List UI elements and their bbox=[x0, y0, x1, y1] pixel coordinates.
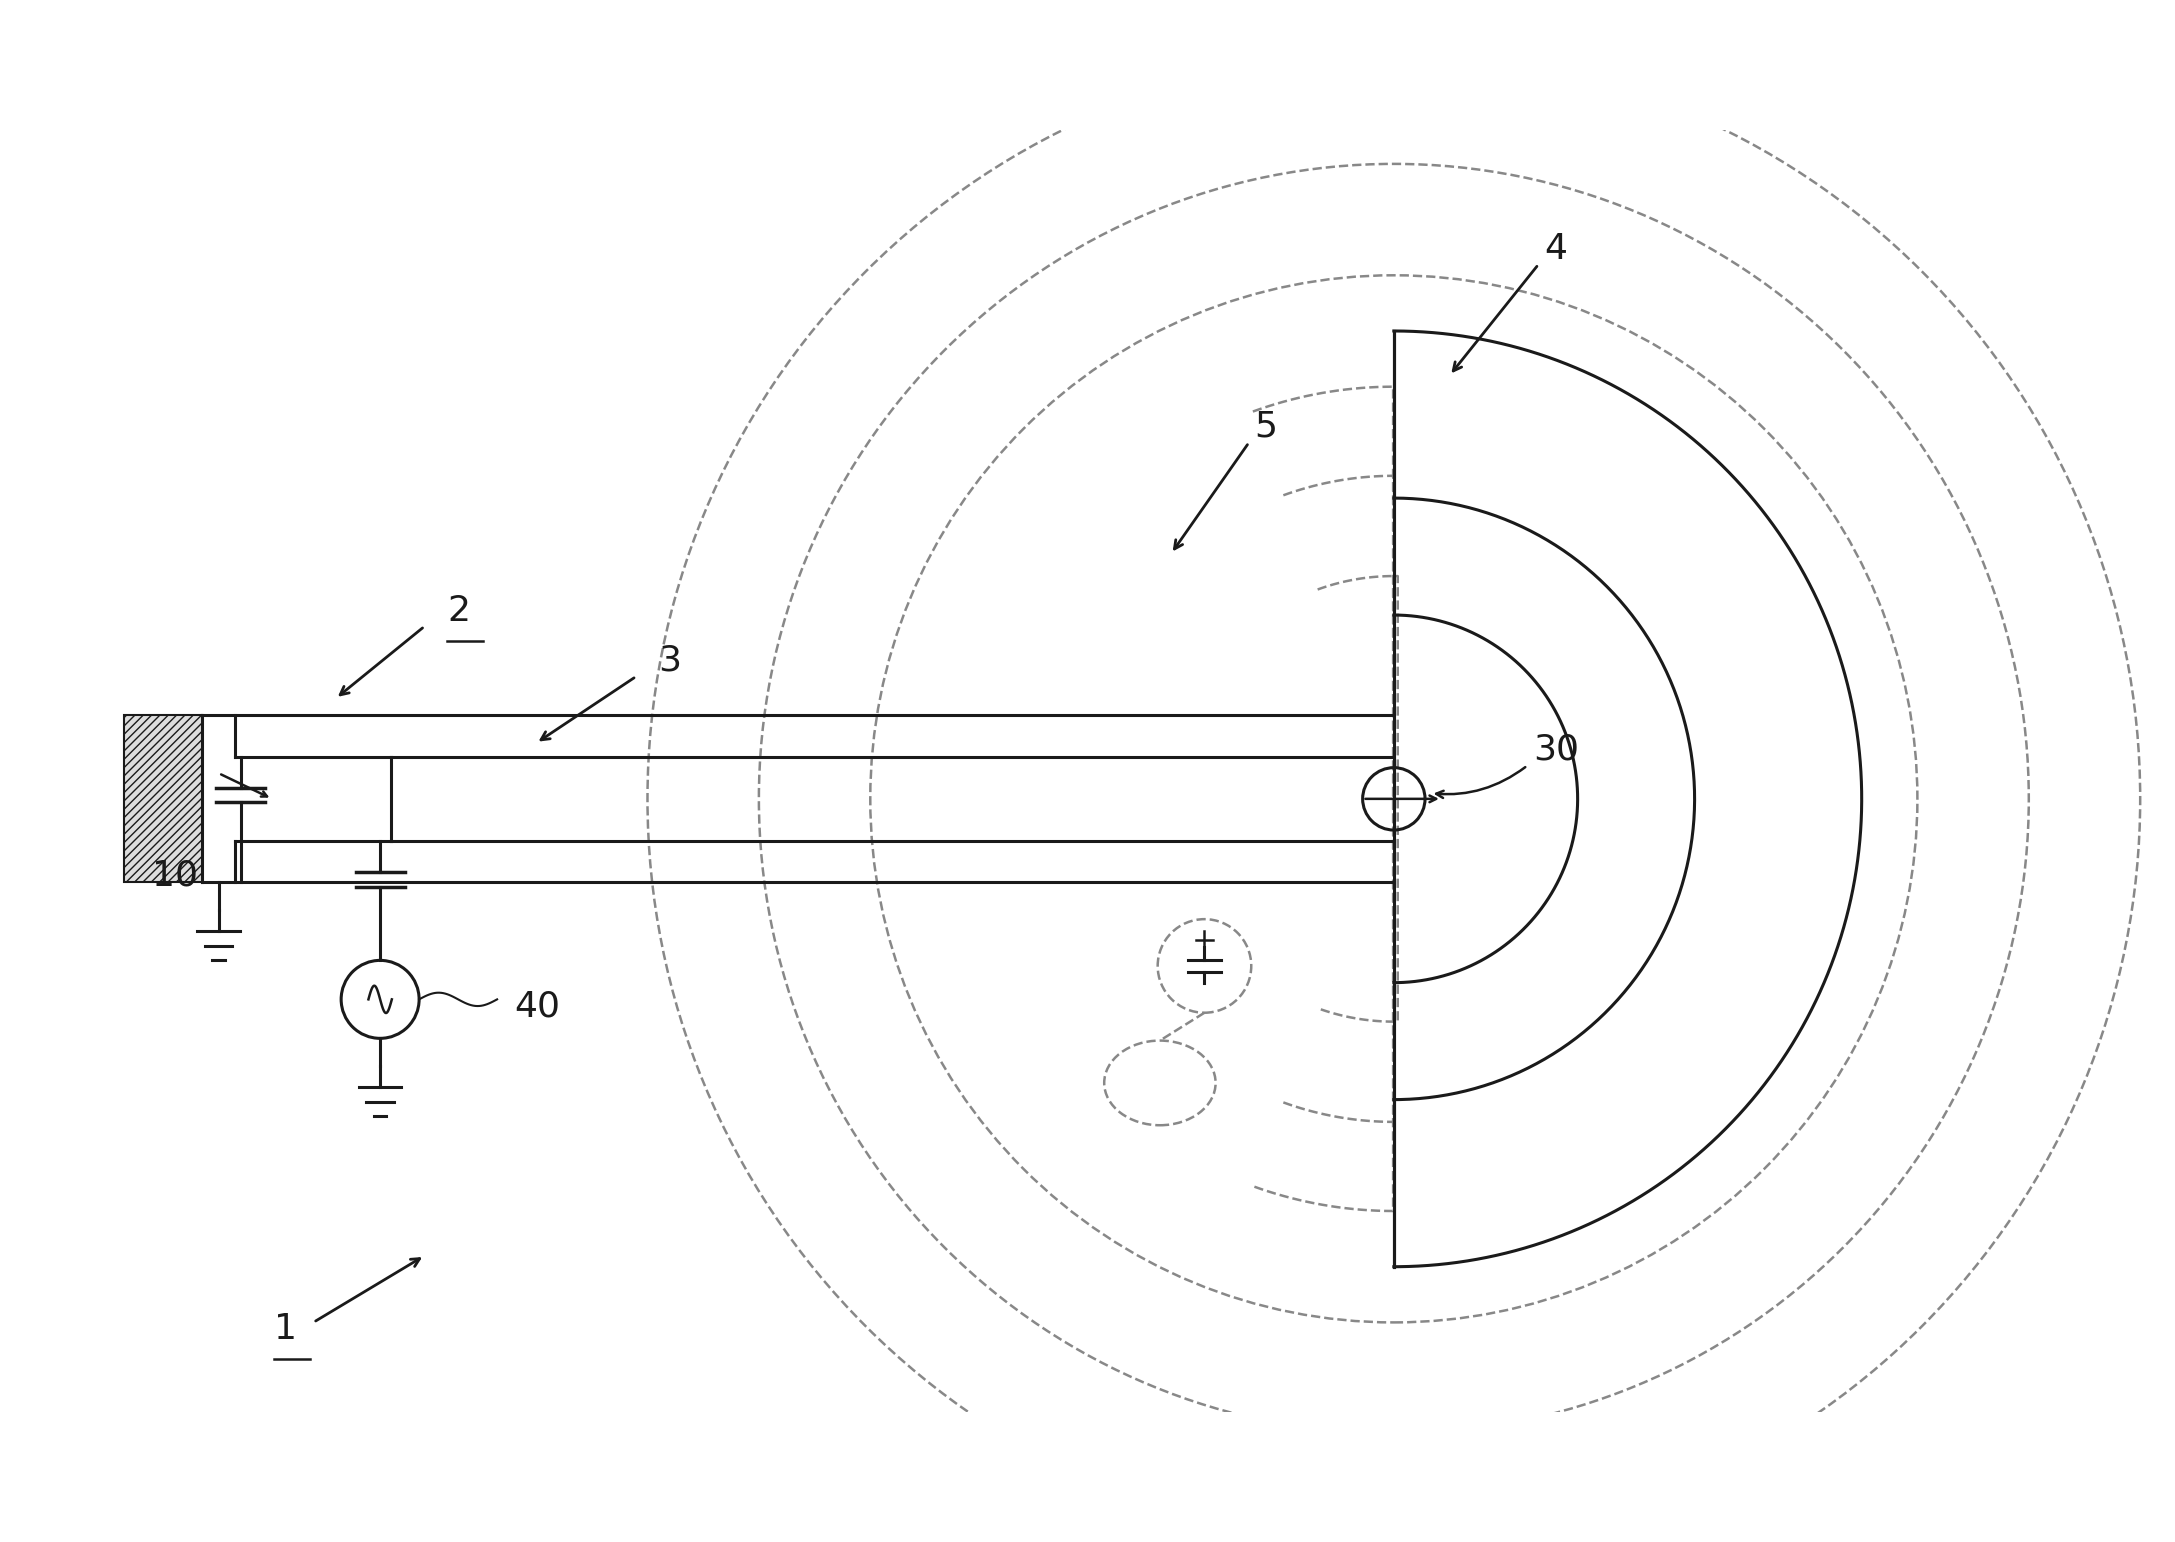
Text: 2: 2 bbox=[448, 594, 470, 628]
Text: 3: 3 bbox=[659, 643, 681, 678]
Text: 10: 10 bbox=[152, 859, 198, 893]
Text: 1: 1 bbox=[274, 1312, 298, 1346]
Text: 4: 4 bbox=[1544, 231, 1568, 265]
Text: 40: 40 bbox=[513, 988, 559, 1022]
Text: 30: 30 bbox=[1533, 732, 1579, 766]
Bar bbox=[124, 715, 202, 882]
Text: 5: 5 bbox=[1255, 410, 1277, 444]
